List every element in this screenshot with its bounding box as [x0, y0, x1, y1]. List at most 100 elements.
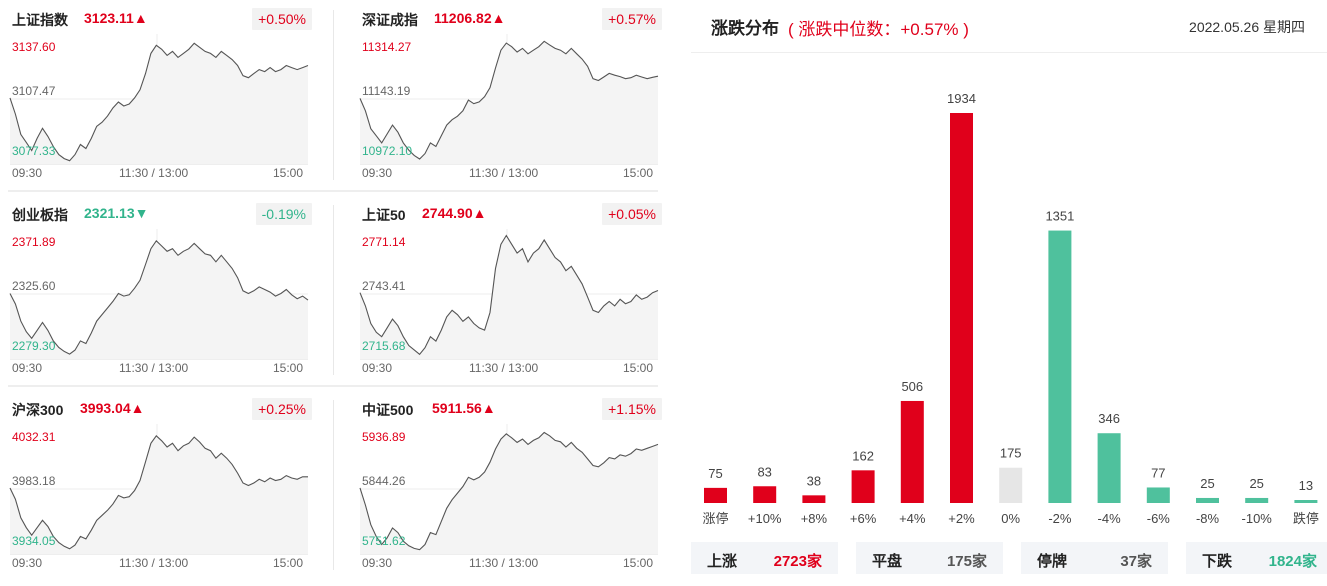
bar-category-label: -4% — [1098, 511, 1122, 526]
bar-3[interactable] — [851, 470, 875, 503]
x-end-label: 15:00 — [623, 166, 654, 180]
bar-10[interactable] — [1196, 497, 1219, 503]
summary-value: 175家 — [946, 553, 987, 570]
bar-category-label: -2% — [1048, 511, 1072, 526]
x-mid-label: 11:30 / 13:00 — [469, 361, 539, 375]
index-value: 11206.82▲ — [434, 10, 506, 26]
index-sparkline — [359, 229, 659, 360]
bar-category-label: 0% — [1001, 511, 1020, 526]
index-header: 创业板指 2321.13▼ -0.19% — [12, 203, 312, 225]
index-name: 沪深300 — [12, 402, 64, 418]
sparkline-line — [359, 431, 659, 551]
index-card-sh[interactable]: 上证指数 3123.11▲ +0.50% 3137.60 3107.47 307… — [0, 0, 330, 195]
x-end-label: 15:00 — [273, 361, 304, 375]
sparkline-line — [359, 234, 659, 356]
bar-9[interactable] — [1146, 487, 1170, 503]
trading-date: 2022.05.26 星期四 — [1189, 19, 1305, 35]
index-value: 3123.11▲ — [84, 10, 148, 26]
y-low-label: 3934.05 — [12, 534, 56, 548]
sparkline-line — [9, 42, 309, 162]
distribution-panel: 涨跌分布 ( 涨跌中位数：+0.57% ) 2022.05.26 星期四 75 涨… — [691, 0, 1327, 586]
bar-8[interactable] — [1097, 433, 1121, 503]
y-high-label: 11314.27 — [362, 40, 412, 54]
y-mid-label: 11143.19 — [362, 84, 411, 98]
sparkline-line — [359, 40, 659, 160]
sparkline-area — [360, 432, 658, 554]
index-value: 2744.90▲ — [422, 205, 487, 221]
x-start-label: 09:30 — [362, 166, 393, 180]
index-header: 中证500 5911.56▲ +1.15% — [362, 398, 662, 420]
summary-halted[interactable]: 停牌 37家 — [1021, 542, 1168, 574]
bar-2[interactable] — [802, 495, 826, 503]
y-low-label: 5751.62 — [362, 534, 406, 548]
bar-11[interactable] — [1245, 497, 1269, 503]
y-low-label: 3077.33 — [12, 144, 56, 158]
index-card-sz[interactable]: 深证成指 11206.82▲ +0.57% 11314.27 11143.19 … — [350, 0, 680, 195]
index-change-badge: +0.25% — [252, 398, 312, 420]
column-divider — [333, 10, 334, 180]
summary-label: 平盘 — [872, 553, 903, 570]
index-card-cyb[interactable]: 创业板指 2321.13▼ -0.19% 2371.89 2325.60 227… — [0, 195, 330, 390]
index-name: 深证成指 — [362, 12, 418, 28]
summary-up[interactable]: 上涨 2723家 — [691, 542, 838, 574]
index-sparkline — [9, 34, 309, 165]
index-change-badge: +0.05% — [602, 203, 662, 225]
bar-category-label: +4% — [899, 511, 926, 526]
index-card-zz500[interactable]: 中证500 5911.56▲ +1.15% 5936.89 5844.26 57… — [350, 390, 680, 585]
bar-0[interactable] — [704, 487, 727, 503]
column-divider — [333, 205, 334, 375]
index-sparkline — [9, 424, 308, 555]
summary-flat[interactable]: 平盘 175家 — [856, 542, 1003, 574]
x-mid-label: 11:30 / 13:00 — [119, 361, 189, 375]
bar-4[interactable] — [900, 400, 924, 503]
y-mid-label: 2743.41 — [362, 279, 406, 293]
index-change-badge: -0.19% — [255, 203, 312, 225]
x-start-label: 09:30 — [362, 556, 393, 570]
x-end-label: 15:00 — [623, 361, 654, 375]
row-divider — [8, 190, 658, 192]
x-end-label: 15:00 — [273, 166, 304, 180]
y-mid-label: 3107.47 — [12, 84, 56, 98]
sparkline-area — [360, 235, 658, 359]
y-high-label: 2371.89 — [12, 235, 56, 249]
y-low-label: 2279.30 — [12, 339, 56, 353]
x-start-label: 09:30 — [12, 556, 43, 570]
index-card-sz50[interactable]: 上证50 2744.90▲ +0.05% 2771.14 2743.41 271… — [350, 195, 680, 390]
median-change: ( 涨跌中位数：+0.57% ) — [788, 20, 969, 39]
bar-category-label: 涨停 — [702, 511, 728, 526]
index-sparkline — [359, 424, 659, 555]
bar-1[interactable] — [753, 486, 777, 503]
index-card-hs300[interactable]: 沪深300 3993.04▲ +0.25% 4032.31 3983.18 39… — [0, 390, 330, 585]
x-start-label: 09:30 — [12, 166, 43, 180]
x-end-label: 15:00 — [623, 556, 654, 570]
summary-label: 上涨 — [707, 553, 738, 570]
y-mid-label: 3983.18 — [12, 474, 56, 488]
bar-value-label: 1351 — [1045, 209, 1074, 224]
y-high-label: 4032.31 — [12, 430, 56, 444]
bar-value-label: 1934 — [947, 91, 976, 106]
y-mid-label: 5844.26 — [362, 474, 406, 488]
x-start-label: 09:30 — [12, 361, 43, 375]
bar-value-label: 83 — [757, 464, 771, 479]
index-header: 上证指数 3123.11▲ +0.50% — [12, 8, 312, 30]
summary-label: 停牌 — [1037, 553, 1068, 570]
y-high-label: 2771.14 — [362, 235, 406, 249]
y-low-label: 2715.68 — [362, 339, 406, 353]
summary-down[interactable]: 下跌 1824家 — [1186, 542, 1327, 574]
bar-12[interactable] — [1294, 500, 1318, 503]
bar-5[interactable] — [950, 113, 973, 503]
index-sparkline — [359, 34, 659, 165]
sparkline-line — [9, 434, 308, 550]
bar-7[interactable] — [1048, 230, 1072, 503]
summary-value: 37家 — [1120, 553, 1152, 570]
index-name: 上证指数 — [12, 12, 68, 28]
sparkline-area — [10, 435, 308, 554]
index-header: 深证成指 11206.82▲ +0.57% — [362, 8, 662, 30]
bar-value-label: 25 — [1249, 476, 1263, 491]
bar-6[interactable] — [999, 467, 1023, 503]
sparkline-area — [10, 43, 308, 164]
bar-category-label: 跌停 — [1293, 511, 1319, 526]
index-name: 上证50 — [362, 207, 406, 223]
bar-category-label: -6% — [1147, 511, 1171, 526]
x-end-label: 15:00 — [273, 556, 304, 570]
